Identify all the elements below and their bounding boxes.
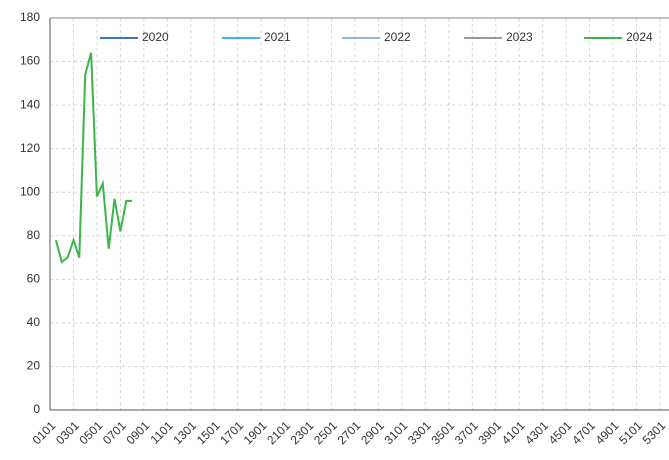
x-tick-label: 3501	[428, 418, 457, 447]
x-tick-label: 2501	[311, 418, 340, 447]
y-tick-label: 120	[20, 141, 40, 155]
x-tick-label: 3101	[382, 418, 411, 447]
x-tick-label: 1101	[148, 418, 176, 446]
x-tick-label: 3301	[405, 418, 434, 447]
x-tick-label: 1301	[170, 418, 199, 447]
x-tick-label: 0101	[30, 418, 59, 447]
series-line	[54, 52, 133, 264]
x-tick-label: 0501	[77, 418, 106, 447]
x-tick-label: 1501	[194, 418, 223, 447]
legend-label: 2022	[384, 30, 411, 44]
x-tick-label: 5301	[640, 418, 669, 447]
y-tick-label: 20	[27, 359, 41, 373]
x-tick-label: 1701	[217, 418, 246, 447]
x-tick-label: 2901	[358, 418, 387, 447]
x-tick-label: 0901	[123, 418, 152, 447]
legend-label: 2020	[142, 30, 169, 44]
x-tick-label: 4501	[546, 418, 575, 447]
legend-label: 2024	[626, 30, 653, 44]
x-tick-label: 2301	[288, 418, 317, 447]
y-tick-label: 80	[27, 228, 41, 242]
y-tick-label: 140	[20, 97, 40, 111]
x-tick-label: 2701	[335, 418, 364, 447]
y-tick-label: 100	[20, 184, 40, 198]
legend-label: 2021	[264, 30, 291, 44]
y-tick-label: 40	[27, 315, 41, 329]
x-tick-label: 3901	[475, 418, 504, 447]
y-tick-label: 60	[27, 272, 41, 286]
x-tick-label: 2101	[264, 418, 293, 447]
x-tick-label: 4901	[593, 418, 622, 447]
x-tick-label: 1901	[241, 418, 270, 447]
x-tick-label: 0701	[100, 418, 129, 447]
x-tick-label: 0301	[53, 418, 82, 447]
y-tick-label: 180	[20, 10, 40, 24]
x-tick-label: 4301	[522, 418, 551, 447]
x-tick-label: 3701	[452, 418, 481, 447]
legend-label: 2023	[506, 30, 533, 44]
x-tick-label: 5101	[616, 418, 645, 447]
x-tick-label: 4701	[569, 418, 598, 447]
y-tick-label: 160	[20, 54, 40, 68]
y-tick-label: 0	[33, 402, 40, 416]
x-tick-label: 4101	[499, 418, 528, 447]
